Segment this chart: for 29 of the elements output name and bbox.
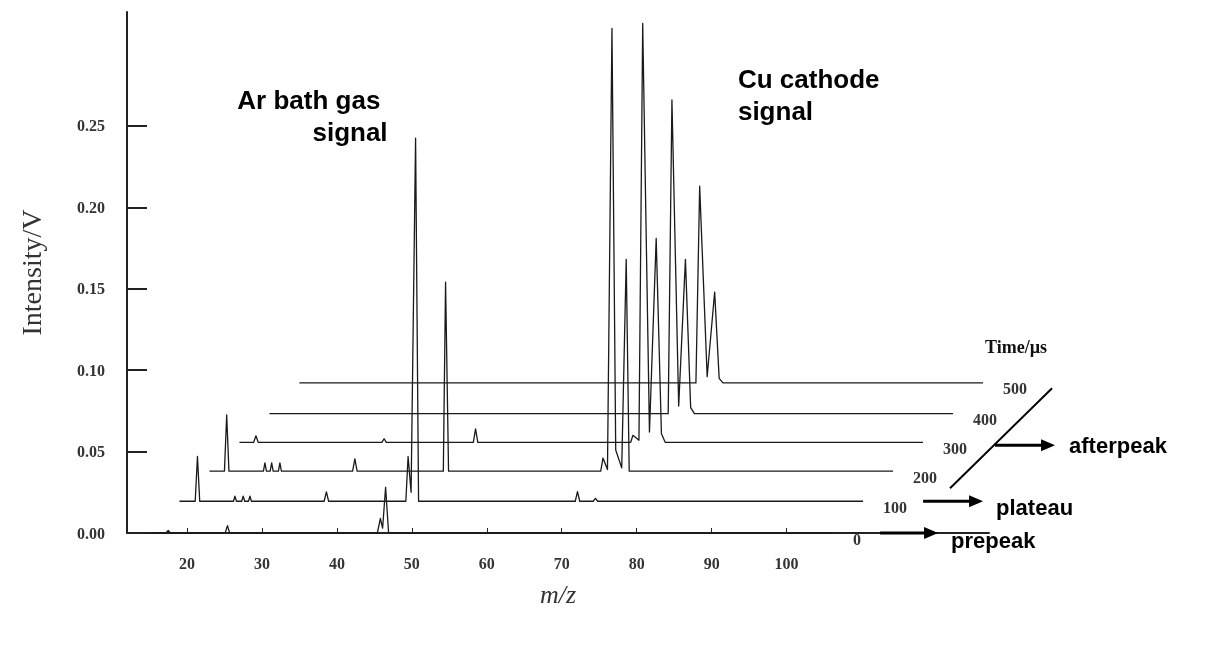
y-tick-label: 0.00 [77, 524, 105, 542]
series-label: 400 [973, 411, 998, 429]
x-tick-label: 100 [774, 554, 799, 572]
x-tick-label: 40 [328, 554, 345, 572]
annotation: Ar bath gas signal [237, 85, 388, 148]
x-tick-label: 90 [703, 554, 720, 572]
series-label: 100 [883, 498, 908, 516]
series-label: 0 [853, 530, 862, 548]
y-tick-label: 0.10 [77, 361, 105, 379]
x-tick-label: 50 [403, 554, 420, 572]
x-tick-label: 20 [178, 554, 195, 572]
x-tick-label: 30 [253, 554, 270, 572]
y-tick-label: 0.15 [77, 280, 105, 298]
text: afterpeak [1069, 432, 1168, 458]
x-axis-title: m/z [539, 579, 577, 609]
annotation: Cu cathode signal [737, 63, 887, 126]
series-label: 500 [1003, 380, 1027, 398]
x-tick-label: 60 [478, 554, 495, 572]
annotation: prepeak [951, 527, 1037, 553]
x-tick-label: 80 [628, 554, 645, 572]
y-tick-label: 0.20 [77, 198, 105, 216]
x-tick-label: 70 [553, 554, 570, 572]
series-label: 300 [943, 439, 968, 457]
y-tick-label: 0.05 [77, 443, 105, 461]
series-label: 200 [913, 468, 938, 486]
legend-title: Time/µs [985, 336, 1048, 357]
y-axis-title: Intensity/V [15, 209, 47, 336]
y-tick-label: 0.25 [77, 117, 105, 135]
text: plateau [996, 494, 1074, 520]
